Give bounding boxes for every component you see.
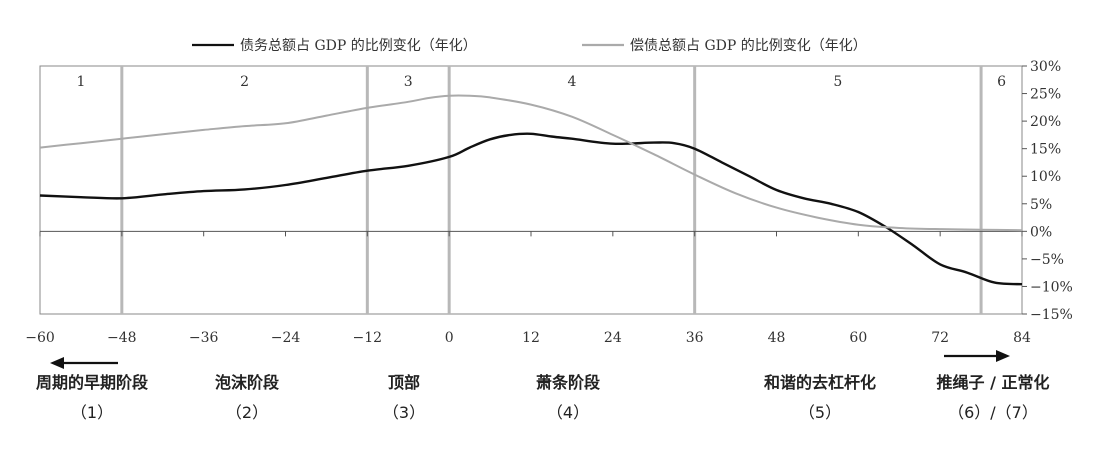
legend-label-service: 偿债总额占 GDP 的比例变化（年化） <box>630 38 867 54</box>
x-tick-label: 24 <box>604 330 622 346</box>
phase-number-1: （1） <box>71 403 113 422</box>
phase-number-2: （2） <box>226 403 268 422</box>
region-label-5: 5 <box>833 74 842 90</box>
phase-label-4: 萧条阶段 <box>536 373 601 392</box>
plot-area <box>39 65 1023 315</box>
x-tick-label: 48 <box>768 330 786 346</box>
y-tick-label: 5% <box>1030 197 1052 213</box>
region-label-6: 6 <box>997 74 1006 90</box>
x-tick-label: −24 <box>271 330 301 346</box>
series-lines <box>39 94 1023 286</box>
phase-label-1: 周期的早期阶段 <box>36 373 149 392</box>
phase-number-5: （5） <box>799 403 841 422</box>
legend-label-debt: 债务总额占 GDP 的比例变化（年化） <box>240 38 477 54</box>
y-tick-label: −5% <box>1030 252 1064 268</box>
plot-border <box>39 65 1023 315</box>
y-tick-label: −10% <box>1030 279 1073 295</box>
phase-label-6: 推绳子 / 正常化 <box>937 373 1050 392</box>
series-line-debt <box>39 132 1023 286</box>
phase-number-6: （6）/（7） <box>948 403 1038 422</box>
phase-label-3: 顶部 <box>388 373 420 392</box>
y-tick-label: 0% <box>1030 224 1052 240</box>
x-tick-label: −48 <box>107 330 137 346</box>
x-tick-label: −60 <box>25 330 55 346</box>
x-axis: −60 −48 −36 −24 −12 0 12 24 36 48 60 72 84 <box>25 330 1031 346</box>
x-tick-label: 12 <box>522 330 540 346</box>
region-label-2: 2 <box>240 74 249 90</box>
y-tick-label: 20% <box>1030 114 1061 130</box>
y-tick-label: 10% <box>1030 169 1061 185</box>
legend: 债务总额占 GDP 的比例变化（年化） 偿债总额占 GDP 的比例变化（年化） <box>192 38 867 54</box>
phase-label-2: 泡沫阶段 <box>215 373 280 392</box>
y-axis: 30% 25% 20% 15% 10% 5% 0% −5% −10% −15% <box>1022 59 1073 323</box>
phase-arrow-left-head <box>50 357 64 369</box>
x-tick-label: −12 <box>353 330 383 346</box>
x-tick-label: 60 <box>849 330 867 346</box>
y-tick-label: −15% <box>1030 307 1073 323</box>
phase-number-3: （3） <box>383 403 425 422</box>
phase-number-4: （4） <box>547 403 589 422</box>
x-tick-label: −36 <box>189 330 219 346</box>
region-label-3: 3 <box>404 74 413 90</box>
x-tick-label: 84 <box>1013 330 1031 346</box>
region-label-1: 1 <box>76 74 85 90</box>
region-boundaries <box>39 66 1023 314</box>
x-tick-label: 72 <box>931 330 949 346</box>
y-tick-label: 25% <box>1030 87 1061 103</box>
region-label-4: 4 <box>567 74 576 90</box>
x-tick-label: 0 <box>445 330 454 346</box>
phase-arrow-right-head <box>996 350 1010 362</box>
phase-labels: 周期的早期阶段 （1） 泡沫阶段 （2） 顶部 （3） 萧条阶段 （4） 和谐的去杠杆化 （5） 推… <box>36 350 1050 422</box>
region-labels: 1 2 3 4 5 6 <box>76 74 1006 90</box>
y-tick-label: 15% <box>1030 142 1061 158</box>
phase-label-5: 和谐的去杠杆化 <box>764 373 876 392</box>
y-tick-label: 30% <box>1030 59 1061 75</box>
series-line-debt-service <box>39 94 1023 232</box>
x-tick-label: 36 <box>686 330 704 346</box>
